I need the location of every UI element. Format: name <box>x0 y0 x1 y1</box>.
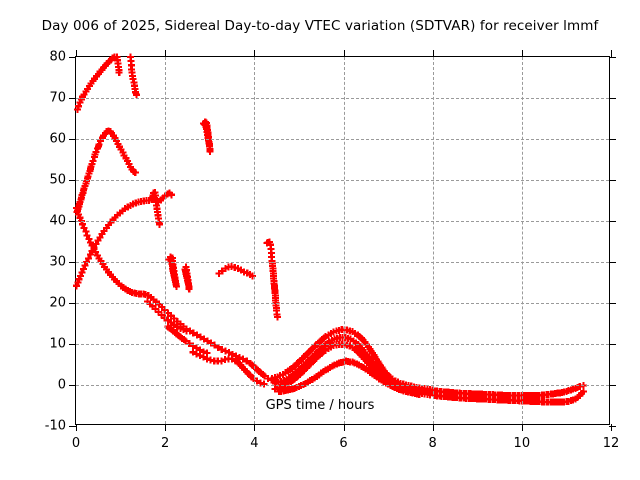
x-tick-top <box>76 50 77 57</box>
gridline-v <box>165 57 167 424</box>
series-sdtvar-arc-11 <box>181 263 193 293</box>
y-tick-label: 30 <box>49 254 66 270</box>
data-series-layer <box>72 53 587 406</box>
series-sdtvar-arc-08 <box>151 188 163 228</box>
x-tick-label: 8 <box>428 436 437 451</box>
y-tick-label: 60 <box>49 131 66 147</box>
series-sdtvar-arc-14 <box>143 297 191 335</box>
x-tick-label: 0 <box>71 436 81 451</box>
x-tick <box>611 424 612 431</box>
gridline-h <box>76 221 609 222</box>
gridline-v <box>343 57 345 424</box>
gridline-h <box>76 98 609 99</box>
series-sdtvar-arc-13 <box>263 238 282 321</box>
x-tick-top <box>165 50 167 57</box>
series-sdtvar-arc-05 <box>73 127 139 216</box>
series-sdtvar-arc-12 <box>215 263 257 280</box>
y-tick-label: 40 <box>49 213 66 229</box>
x-tick-top <box>432 50 434 57</box>
y-tick <box>69 385 76 386</box>
gridline-v <box>254 57 256 424</box>
gridline-h <box>76 344 609 345</box>
y-tick <box>69 180 76 181</box>
y-tick <box>69 98 76 99</box>
y-tick-right <box>609 57 616 58</box>
series-sdtvar-arc-19 <box>431 388 587 406</box>
x-axis-title: GPS time / hours <box>265 398 375 413</box>
series-sdtvar-arc-04 <box>200 118 214 155</box>
y-tick <box>69 344 76 345</box>
x-tick-label: 4 <box>250 436 259 451</box>
y-tick <box>69 262 76 263</box>
y-tick-label: 50 <box>49 172 66 188</box>
series-sdtvar-arc-06 <box>72 204 147 298</box>
series-sdtvar-arc-02 <box>113 53 123 77</box>
gridline-h <box>76 262 609 263</box>
x-tick <box>76 424 77 431</box>
series-sdtvar-arc-03 <box>126 53 141 99</box>
series-sdtvar-arc-09 <box>142 290 279 385</box>
y-tick <box>69 139 76 140</box>
y-tick <box>69 221 76 222</box>
x-tick-label: 10 <box>513 436 531 451</box>
gridline-h <box>76 139 609 140</box>
x-tick <box>343 424 345 431</box>
x-tick <box>165 424 167 431</box>
y-tick-right <box>609 180 616 181</box>
x-tick-top <box>611 50 612 57</box>
x-tick-top <box>521 50 523 57</box>
y-tick-right <box>609 221 616 222</box>
series-sdtvar-arc-10 <box>165 253 180 291</box>
y-tick <box>69 57 76 58</box>
y-tick-label: 80 <box>49 49 66 65</box>
y-tick-right <box>609 262 616 263</box>
y-tick-label: 0 <box>57 377 66 393</box>
y-tick-right <box>609 303 616 304</box>
gridline-h <box>76 303 609 304</box>
series-sdtvar-arc-21 <box>164 323 211 357</box>
x-tick-label: 12 <box>602 436 620 451</box>
x-tick <box>432 424 434 431</box>
y-tick-right <box>609 139 616 140</box>
y-tick-label: 70 <box>49 90 66 106</box>
gridline-h <box>76 385 609 386</box>
y-tick-right <box>609 385 616 386</box>
x-tick-top <box>254 50 256 57</box>
x-tick-label: 6 <box>339 436 348 451</box>
chart-title: Day 006 of 2025, Sidereal Day-to-day VTE… <box>41 18 599 34</box>
y-tick-right <box>609 344 616 345</box>
x-tick-top <box>343 50 345 57</box>
gridline-v <box>432 57 434 424</box>
plot-area: -10 0 10 20 30 40 50 60 70 80 0 2 4 6 8 10 12 <box>45 50 620 452</box>
y-tick-label: 20 <box>49 295 66 311</box>
gridline-v <box>521 57 523 424</box>
y-tick <box>69 426 76 427</box>
y-tick-label: 10 <box>49 336 66 352</box>
y-tick-right <box>609 426 616 427</box>
y-tick-right <box>609 98 616 99</box>
y-tick <box>69 303 76 304</box>
gridline-h <box>76 180 609 181</box>
x-tick <box>254 424 256 431</box>
series-sdtvar-arc-18 <box>429 381 587 400</box>
x-tick-label: 2 <box>161 436 170 451</box>
series-sdtvar-arc-01 <box>73 53 118 113</box>
series-sdtvar-arc-22 <box>275 357 423 398</box>
x-tick <box>521 424 523 431</box>
y-tick-label: -10 <box>44 418 66 434</box>
